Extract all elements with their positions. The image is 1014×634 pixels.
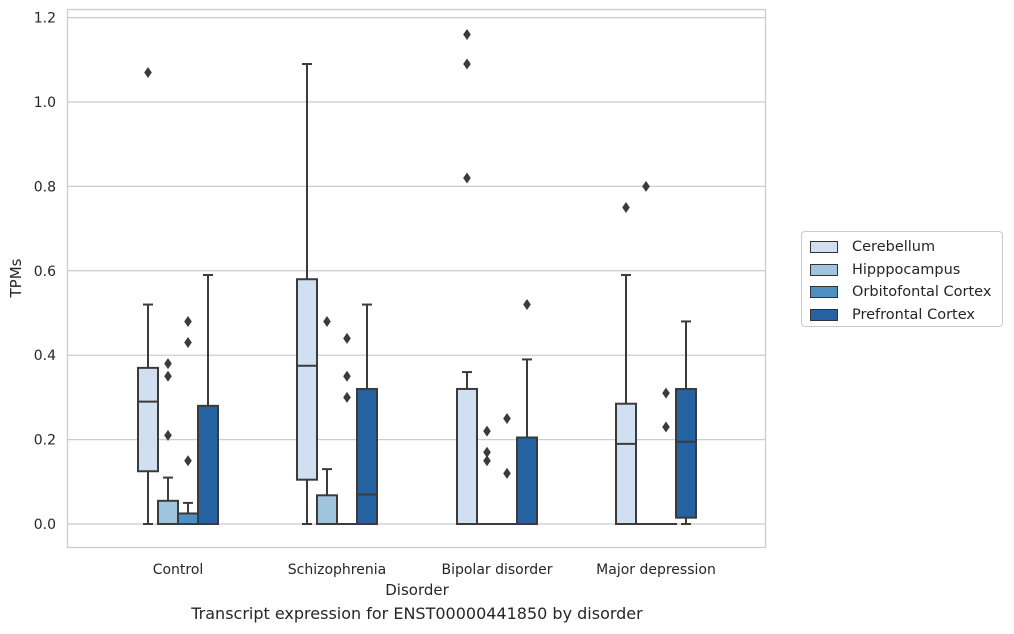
box-iqr bbox=[137, 366, 159, 473]
box-hipppocampus bbox=[316, 315, 338, 525]
outlier-point bbox=[343, 391, 351, 403]
outlier-point bbox=[523, 299, 531, 311]
y-axis-title: TPMs bbox=[7, 258, 25, 298]
box-prefrontal-cortex bbox=[675, 320, 697, 525]
outlier-point bbox=[483, 425, 491, 437]
box-orbitofontal-cortex bbox=[177, 315, 199, 526]
outlier-point bbox=[463, 58, 471, 70]
legend-swatch bbox=[810, 241, 838, 254]
outlier-point bbox=[144, 66, 152, 78]
box-iqr bbox=[516, 436, 538, 525]
legend-label: Orbitofontal Cortex bbox=[852, 284, 992, 301]
box-cerebellum bbox=[456, 28, 478, 525]
box-orbitofontal-cortex bbox=[655, 387, 677, 526]
box-iqr bbox=[675, 387, 697, 519]
legend-swatch bbox=[810, 263, 838, 276]
x-tick-label: Major depression bbox=[596, 562, 716, 578]
box-iqr bbox=[296, 278, 318, 481]
box-orbitofontal-cortex bbox=[336, 332, 358, 526]
outlier-point bbox=[642, 180, 650, 192]
legend: Cerebellum Hipppocampus Orbitofontal Corte… bbox=[801, 231, 1003, 327]
y-tick-label: 0.4 bbox=[34, 348, 56, 364]
outlier-point bbox=[164, 429, 172, 441]
box-iqr bbox=[356, 387, 378, 525]
x-tick-label: Bipolar disorder bbox=[441, 562, 552, 578]
box-cerebellum bbox=[137, 66, 159, 525]
outlier-point bbox=[463, 28, 471, 40]
y-tick-label: 0.6 bbox=[34, 264, 56, 280]
y-tick-label: 0.2 bbox=[34, 433, 56, 449]
legend-label: Hipppocampus bbox=[852, 261, 961, 278]
outlier-point bbox=[463, 172, 471, 184]
x-tick-label: Control bbox=[153, 562, 204, 578]
legend-item: Cerebellum bbox=[810, 236, 994, 259]
outlier-point bbox=[184, 337, 192, 349]
outlier-point bbox=[343, 370, 351, 382]
box-hipppocampus bbox=[635, 180, 657, 526]
y-tick-labels: 0.0 0.2 0.4 0.6 0.8 1.0 1.2 bbox=[34, 11, 56, 533]
outlier-point bbox=[164, 358, 172, 370]
outlier-point bbox=[622, 202, 630, 213]
legend-item: Orbitofontal Cortex bbox=[810, 281, 994, 304]
x-tick-label: Schizophrenia bbox=[288, 562, 386, 578]
outlier-point bbox=[184, 315, 192, 327]
outlier-point bbox=[483, 446, 491, 458]
outlier-point bbox=[483, 455, 491, 467]
legend-swatch bbox=[810, 308, 838, 321]
box-prefrontal-cortex bbox=[356, 303, 378, 525]
y-tick-label: 1.0 bbox=[34, 95, 56, 111]
box-cerebellum bbox=[615, 202, 637, 526]
outlier-point bbox=[343, 332, 351, 344]
legend-item: Hipppocampus bbox=[810, 259, 994, 282]
box-cerebellum bbox=[296, 63, 318, 525]
box-orbitofontal-cortex bbox=[496, 413, 518, 526]
legend-swatch bbox=[810, 286, 838, 299]
box-hipppocampus bbox=[157, 358, 179, 526]
box-plots bbox=[137, 28, 697, 526]
box-prefrontal-cortex bbox=[197, 274, 219, 525]
box-iqr bbox=[615, 402, 637, 526]
legend-label: Cerebellum bbox=[852, 239, 936, 256]
box-iqr bbox=[177, 512, 199, 526]
x-axis-title: Disorder bbox=[385, 581, 449, 599]
legend-label: Prefrontal Cortex bbox=[852, 306, 975, 323]
x-tick-labels: Control Schizophrenia Bipolar disorder Majo… bbox=[153, 562, 716, 578]
outlier-point bbox=[662, 387, 670, 399]
chart-title: Transcript expression for ENST0000044185… bbox=[191, 604, 643, 623]
legend-item: Prefrontal Cortex bbox=[810, 304, 994, 327]
box-iqr bbox=[316, 494, 338, 525]
box-iqr bbox=[197, 404, 219, 525]
gridlines bbox=[68, 16, 766, 525]
y-tick-label: 0.8 bbox=[34, 179, 56, 195]
outlier-point bbox=[503, 413, 511, 424]
plot-frame bbox=[66, 8, 767, 549]
box-hipppocampus bbox=[476, 425, 498, 526]
box-iqr bbox=[157, 499, 179, 526]
y-tick-label: 0.0 bbox=[34, 517, 56, 533]
outlier-point bbox=[662, 421, 670, 433]
outlier-point bbox=[184, 455, 192, 467]
outlier-point bbox=[323, 315, 331, 327]
outlier-point bbox=[164, 370, 172, 382]
y-tick-label: 1.2 bbox=[34, 11, 56, 27]
outlier-point bbox=[503, 467, 511, 479]
box-prefrontal-cortex bbox=[516, 299, 538, 525]
box-iqr bbox=[456, 387, 478, 525]
